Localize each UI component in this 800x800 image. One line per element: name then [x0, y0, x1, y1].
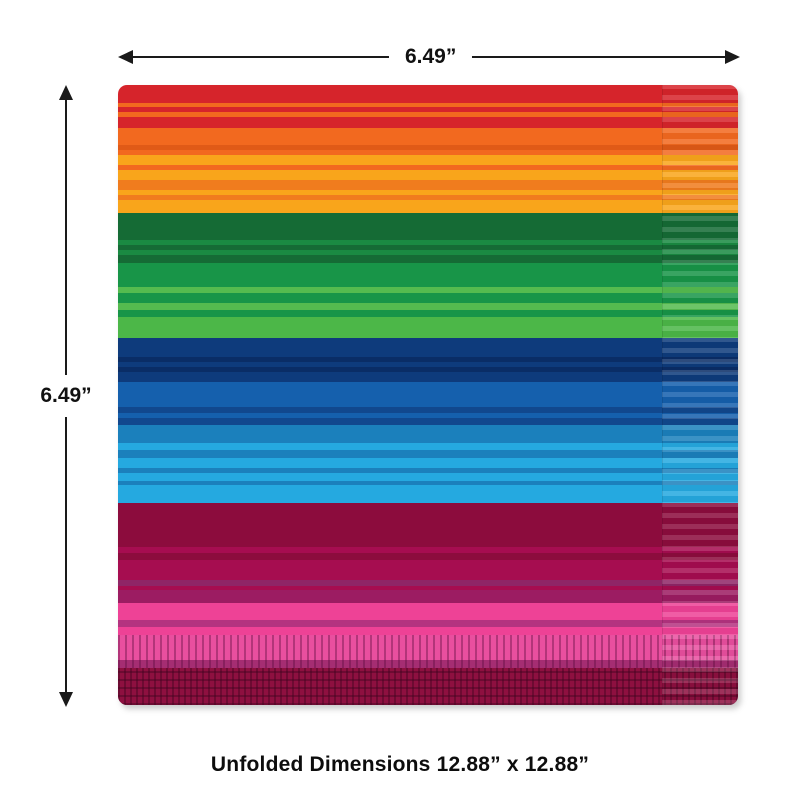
napkin-stripe: [118, 362, 738, 367]
napkin-stripe: [118, 372, 738, 382]
napkin-stripe: [118, 560, 738, 580]
height-dimension-label: 6.49”: [38, 375, 94, 417]
napkin-stripe: [118, 413, 738, 418]
napkin-stripe: [118, 213, 738, 240]
napkin-stripe: [118, 580, 738, 586]
napkin-stripe: [118, 85, 738, 103]
napkin-stripe: [118, 418, 738, 425]
napkin-stripe: [118, 458, 738, 468]
napkin-stripe: [118, 155, 738, 165]
napkin-stripe: [118, 590, 738, 603]
napkin-stripe: [118, 382, 738, 407]
napkin-stripe: [118, 128, 738, 145]
napkin-stripe: [118, 195, 738, 200]
arrow-left-head-icon: [118, 50, 133, 64]
napkin-stripe: [118, 170, 738, 180]
napkin-stripe: [118, 553, 738, 560]
napkin-stripe: [118, 443, 738, 450]
napkin-stripe: [118, 503, 738, 547]
napkin-stripe: [118, 310, 738, 317]
napkin-stripe: [118, 620, 738, 627]
width-dimension-arrow: 6.49”: [118, 45, 740, 69]
napkin-stripe: [118, 190, 738, 195]
napkin-stripe: [118, 165, 738, 170]
napkin-stripe: [118, 255, 738, 263]
napkin-stripe: [118, 357, 738, 362]
napkin-stripe: [118, 660, 738, 668]
napkin-stripe: [118, 180, 738, 190]
napkin-stripe: [118, 425, 738, 443]
unfolded-dimensions-caption: Unfolded Dimensions 12.88” x 12.88”: [210, 753, 590, 776]
napkin-stripe: [118, 450, 738, 458]
napkin-stripe: [118, 481, 738, 485]
napkin-stripe: [118, 103, 738, 107]
napkin-stripe: [118, 287, 738, 293]
napkin-stripe: [118, 547, 738, 553]
napkin-stripe: [118, 150, 738, 155]
arrow-up-head-icon: [59, 85, 73, 100]
napkin-stripe: [118, 635, 738, 660]
napkin-stripe: [118, 240, 738, 245]
napkin-stripes: [118, 85, 738, 705]
width-dimension-label: 6.49”: [388, 45, 473, 69]
napkin-stripe: [118, 245, 738, 250]
napkin-stripe: [118, 200, 738, 213]
napkin-stripe: [118, 117, 738, 128]
napkin-stripe: [118, 586, 738, 590]
napkin-stripe: [118, 317, 738, 338]
napkin-stripe: [118, 473, 738, 481]
napkin-stripe: [118, 468, 738, 473]
napkin-stripe: [118, 338, 738, 357]
napkin-product: [118, 85, 738, 705]
napkin-stripe: [118, 145, 738, 150]
height-dimension-arrow: 6.49”: [38, 85, 94, 707]
napkin-stripe: [118, 293, 738, 303]
napkin-stripe: [118, 263, 738, 287]
napkin-stripe: [118, 367, 738, 372]
arrow-right-head-icon: [725, 50, 740, 64]
napkin-stripe: [118, 250, 738, 255]
napkin-stripe: [118, 107, 738, 112]
napkin-stripe: [118, 407, 738, 413]
napkin-stripe: [118, 303, 738, 310]
napkin-stripe: [118, 485, 738, 503]
napkin-stripe: [118, 627, 738, 635]
napkin-stripe: [118, 668, 738, 705]
arrow-down-head-icon: [59, 692, 73, 707]
napkin-stripe: [118, 603, 738, 620]
napkin-stripe: [118, 112, 738, 117]
